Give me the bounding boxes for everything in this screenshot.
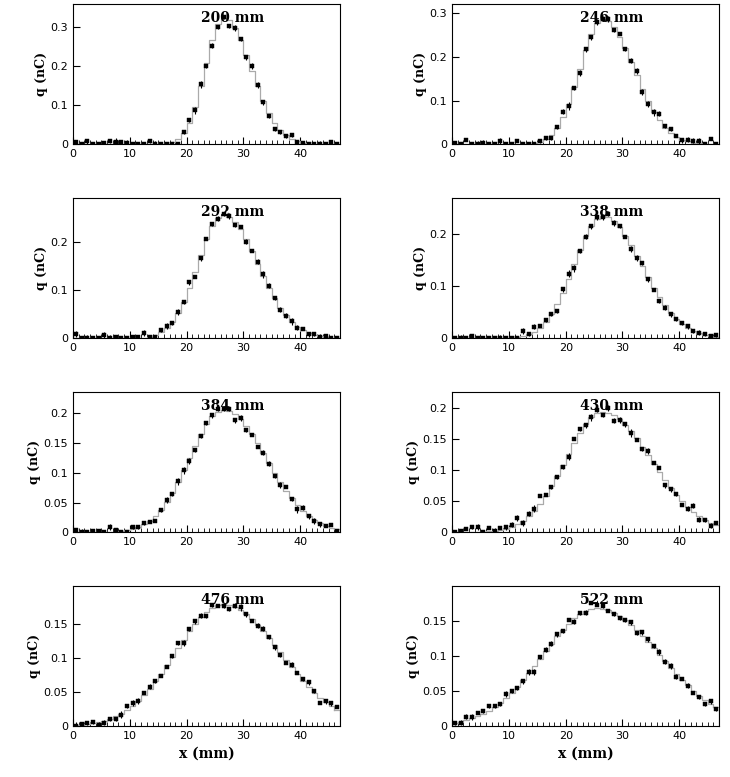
Text: 476 mm: 476 mm bbox=[201, 593, 264, 607]
Text: 522 mm: 522 mm bbox=[580, 593, 643, 607]
Y-axis label: q (nC): q (nC) bbox=[414, 52, 427, 96]
Y-axis label: q (nC): q (nC) bbox=[407, 634, 420, 678]
X-axis label: x (mm): x (mm) bbox=[558, 747, 613, 761]
Text: 338 mm: 338 mm bbox=[580, 205, 643, 219]
Y-axis label: q (nC): q (nC) bbox=[34, 246, 47, 291]
X-axis label: x (mm): x (mm) bbox=[179, 747, 234, 761]
Text: 200 mm: 200 mm bbox=[201, 11, 264, 25]
Y-axis label: q (nC): q (nC) bbox=[28, 634, 41, 678]
Text: 246 mm: 246 mm bbox=[580, 11, 644, 25]
Y-axis label: q (nC): q (nC) bbox=[407, 440, 420, 484]
Text: 384 mm: 384 mm bbox=[201, 399, 264, 413]
Y-axis label: q (nC): q (nC) bbox=[414, 246, 427, 291]
Text: 430 mm: 430 mm bbox=[580, 399, 644, 413]
Text: 292 mm: 292 mm bbox=[201, 205, 264, 219]
Y-axis label: q (nC): q (nC) bbox=[28, 440, 41, 484]
Y-axis label: q (nC): q (nC) bbox=[34, 52, 47, 96]
